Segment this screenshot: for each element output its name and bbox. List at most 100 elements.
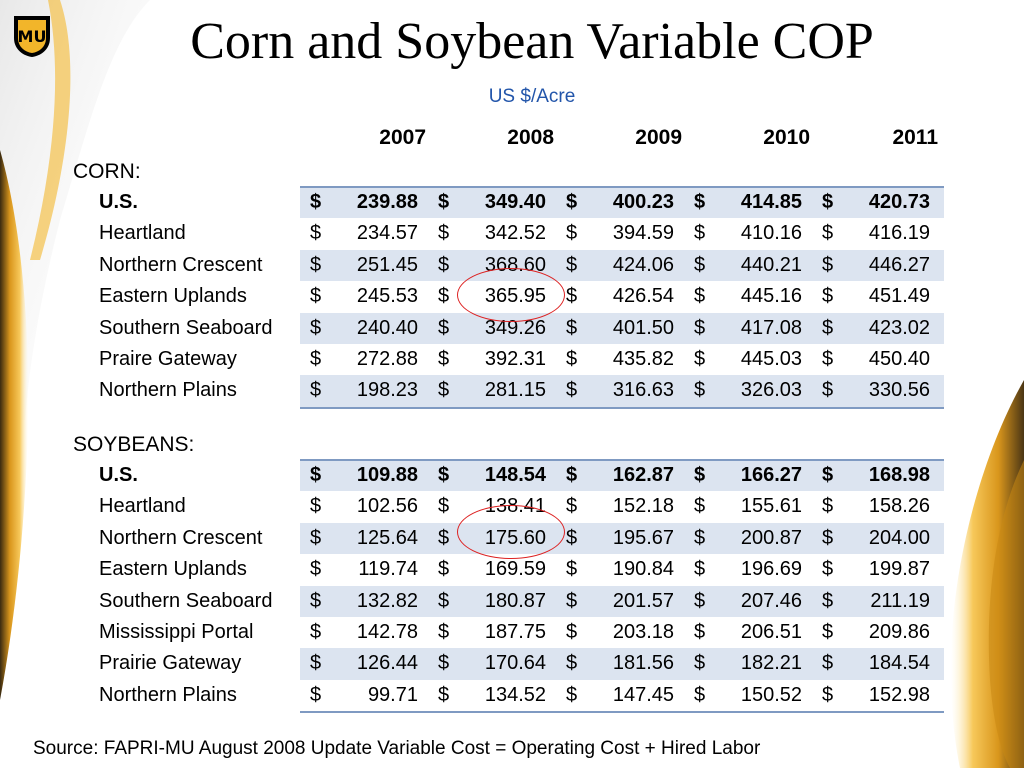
logo-lettering: MU (18, 27, 47, 46)
cost-value: 251.45 (356, 253, 418, 276)
currency-symbol: $ (822, 683, 834, 706)
currency-symbol: $ (566, 620, 578, 643)
cost-value: 169.59 (484, 558, 546, 581)
cost-value: 445.16 (740, 285, 802, 308)
cost-value: 162.87 (612, 464, 674, 486)
currency-symbol: $ (822, 464, 834, 486)
region-label: Eastern Uplands (99, 285, 247, 308)
corn-table: U.S. $239.88 $349.40 $400.23 $414.85 $420.73 H… (99, 186, 944, 409)
currency-symbol: $ (694, 347, 706, 370)
currency-symbol: $ (694, 526, 706, 549)
currency-symbol: $ (566, 683, 578, 706)
currency-symbol: $ (438, 285, 450, 308)
table-row: Northern Crescent $125.64 $175.60 $195.67 $2… (99, 522, 944, 555)
cost-value: 206.51 (740, 620, 802, 643)
cost-value: 152.18 (612, 495, 674, 518)
cost-value: 196.69 (740, 558, 802, 581)
cost-value: 392.31 (484, 347, 546, 370)
cost-value: 142.78 (356, 620, 418, 643)
table-row: Northern Plains $198.23 $281.15 $316.63 $326… (99, 375, 944, 409)
year-header: 2007 (379, 126, 426, 149)
cost-value: 435.82 (612, 347, 674, 370)
cost-value: 102.56 (356, 495, 418, 518)
corn-section-label: CORN: (73, 160, 141, 183)
currency-symbol: $ (822, 526, 834, 549)
table-row: U.S. $109.88 $148.54 $162.87 $166.27 $168.98 (99, 459, 944, 492)
cost-value: 417.08 (740, 316, 802, 339)
currency-symbol: $ (566, 191, 578, 213)
highlight-circle-soybeans (457, 505, 565, 559)
soybeans-table: U.S. $109.88 $148.54 $162.87 $166.27 $168.98 H… (99, 459, 944, 714)
table-row: Heartland $102.56 $138.41 $152.18 $155.61 $15… (99, 491, 944, 522)
cost-value: 204.00 (868, 526, 930, 549)
cost-value: 316.63 (612, 379, 674, 402)
table-row: Eastern Uplands $119.74 $169.59 $190.84 $196… (99, 554, 944, 585)
region-label: Heartland (99, 222, 186, 245)
cost-value: 349.40 (484, 191, 546, 213)
currency-symbol: $ (566, 285, 578, 308)
currency-symbol: $ (310, 620, 322, 643)
table-row: Southern Seaboard $240.40 $349.26 $401.50 $4… (99, 312, 944, 344)
currency-symbol: $ (566, 222, 578, 245)
region-label: Prairie Gateway (99, 652, 242, 675)
currency-symbol: $ (822, 558, 834, 581)
year-header: 2011 (892, 126, 938, 149)
cost-value: 330.56 (868, 379, 930, 402)
year-header-row: 2007 2008 2009 2010 2011 (300, 124, 944, 152)
currency-symbol: $ (566, 347, 578, 370)
currency-symbol: $ (566, 558, 578, 581)
cost-value: 401.50 (612, 316, 674, 339)
region-label: Southern Seaboard (99, 316, 273, 339)
currency-symbol: $ (310, 379, 322, 402)
cost-value: 134.52 (484, 683, 546, 706)
currency-symbol: $ (438, 620, 450, 643)
cost-value: 184.54 (868, 652, 930, 675)
cost-value: 199.87 (868, 558, 930, 581)
cost-value: 190.84 (612, 558, 674, 581)
cost-value: 400.23 (612, 191, 674, 213)
currency-symbol: $ (566, 589, 578, 612)
page-title: Corn and Soybean Variable COP (190, 13, 874, 70)
currency-symbol: $ (694, 495, 706, 518)
currency-symbol: $ (694, 464, 706, 486)
region-label: Northern Crescent (99, 253, 263, 276)
region-label: Southern Seaboard (99, 589, 273, 612)
cost-value: 195.67 (612, 526, 674, 549)
currency-symbol: $ (438, 316, 450, 339)
cost-value: 168.98 (868, 464, 930, 486)
cost-value: 414.85 (740, 191, 802, 213)
cost-value: 245.53 (356, 285, 418, 308)
currency-symbol: $ (566, 652, 578, 675)
currency-symbol: $ (310, 222, 322, 245)
cost-value: 234.57 (356, 222, 418, 245)
currency-symbol: $ (694, 683, 706, 706)
cost-value: 394.59 (612, 222, 674, 245)
cost-value: 150.52 (740, 683, 802, 706)
cost-value: 416.19 (868, 222, 930, 245)
cost-value: 211.19 (870, 589, 930, 612)
currency-symbol: $ (310, 464, 322, 486)
currency-symbol: $ (566, 464, 578, 486)
table-row: Eastern Uplands $245.53 $365.95 $426.54 $445… (99, 281, 944, 312)
currency-symbol: $ (310, 347, 322, 370)
units-subtitle: US $/Acre (488, 86, 576, 107)
currency-symbol: $ (694, 589, 706, 612)
cost-value: 420.73 (868, 191, 930, 213)
currency-symbol: $ (438, 379, 450, 402)
region-label: Northern Plains (99, 379, 237, 402)
cost-value: 187.75 (484, 620, 546, 643)
currency-symbol: $ (310, 652, 322, 675)
currency-symbol: $ (822, 347, 834, 370)
cost-value: 445.03 (740, 347, 802, 370)
cost-value: 426.54 (612, 285, 674, 308)
region-label: U.S. (99, 464, 138, 486)
cost-value: 109.88 (356, 464, 418, 486)
currency-symbol: $ (822, 495, 834, 518)
cost-value: 281.15 (484, 379, 546, 402)
cost-value: 125.64 (356, 526, 418, 549)
table-row: Heartland $234.57 $342.52 $394.59 $410.16 $41… (99, 218, 944, 249)
currency-symbol: $ (694, 316, 706, 339)
region-label: Eastern Uplands (99, 558, 247, 581)
currency-symbol: $ (822, 222, 834, 245)
cost-value: 148.54 (484, 464, 546, 486)
